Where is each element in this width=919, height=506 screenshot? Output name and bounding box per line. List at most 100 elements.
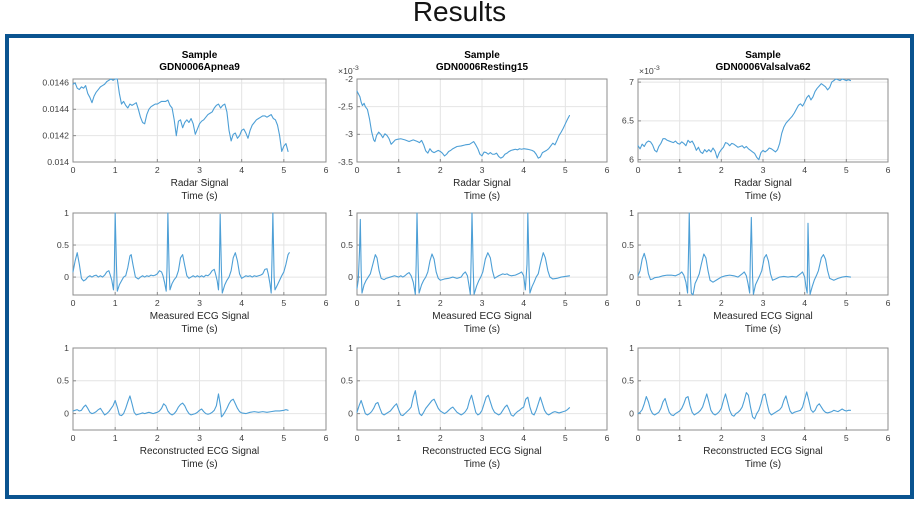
- y-tick-label: 0: [64, 272, 69, 282]
- y-tick-label: 0: [629, 272, 634, 282]
- x-tick-label: 5: [844, 165, 849, 175]
- chart-xlabel: Time (s): [745, 191, 781, 202]
- chart-xlabel: Time (s): [464, 191, 500, 202]
- signal-line: [72, 78, 289, 153]
- y-tick-label: -2.5: [338, 101, 353, 111]
- x-tick-label: 4: [239, 298, 244, 308]
- x-tick-label: 1: [396, 298, 401, 308]
- x-tick-label: 2: [155, 433, 160, 443]
- x-tick-label: 3: [761, 165, 766, 175]
- y-tick-label: 1: [629, 343, 634, 353]
- x-tick-label: 5: [563, 165, 568, 175]
- x-tick-label: 3: [197, 165, 202, 175]
- chart-xlabel: Measured ECG Signal: [713, 311, 813, 322]
- y-tick-label: 0: [64, 408, 69, 418]
- subplot-2: 0 1 2 3 4 5 6 -2 -2.5 -3 -3.5 ×10-3 SampleGDN0006Res…: [338, 50, 610, 202]
- x-tick-label: 0: [636, 298, 641, 308]
- x-tick-label: 5: [281, 298, 286, 308]
- signal-line: [637, 78, 852, 161]
- signal-line: [356, 390, 571, 417]
- chart-xlabel: Measured ECG Signal: [150, 311, 250, 322]
- y-tick-label: -2: [345, 74, 353, 84]
- x-tick-label: 6: [605, 165, 610, 175]
- x-tick-label: 0: [355, 433, 360, 443]
- chart-xlabel: Measured ECG Signal: [432, 311, 532, 322]
- x-tick-label: 1: [677, 298, 682, 308]
- x-tick-label: 3: [480, 433, 485, 443]
- x-tick-label: 1: [677, 165, 682, 175]
- subplot-4: 0 1 2 3 4 5 6 0 0.5 1 Measured ECG Signal Time (s): [57, 208, 329, 335]
- chart-xlabel: Time (s): [464, 324, 500, 335]
- x-tick-label: 4: [521, 165, 526, 175]
- y-tick-label: 7: [629, 77, 634, 87]
- x-tick-label: 1: [113, 433, 118, 443]
- y-tick-label: 0.014: [47, 157, 69, 167]
- chart-title: GDN0006Valsalva62: [715, 62, 811, 73]
- chart-xlabel: Radar Signal: [453, 178, 511, 189]
- x-tick-label: 5: [844, 298, 849, 308]
- x-tick-label: 6: [886, 165, 891, 175]
- chart-title: Sample: [745, 50, 781, 61]
- chart-xlabel: Radar Signal: [171, 178, 229, 189]
- x-tick-label: 2: [719, 165, 724, 175]
- y-tick-label: 0.5: [57, 240, 69, 250]
- x-tick-label: 5: [563, 433, 568, 443]
- y-tick-label: 6.5: [622, 116, 634, 126]
- chart-title: Sample: [182, 50, 218, 61]
- y-tick-label: -3: [345, 129, 353, 139]
- x-tick-label: 6: [324, 298, 329, 308]
- y-tick-label: 1: [64, 208, 69, 218]
- x-tick-label: 5: [281, 433, 286, 443]
- signal-line: [356, 90, 571, 159]
- x-tick-label: 4: [239, 165, 244, 175]
- x-tick-label: 2: [155, 298, 160, 308]
- x-tick-label: 1: [396, 433, 401, 443]
- x-tick-label: 0: [636, 433, 641, 443]
- signal-line: [72, 393, 289, 418]
- x-tick-label: 2: [438, 433, 443, 443]
- subplot-7: 0 1 2 3 4 5 6 0 0.5 1 Reconstructed ECG Signal Time…: [57, 343, 329, 470]
- x-tick-label: 6: [886, 433, 891, 443]
- x-tick-label: 0: [71, 165, 76, 175]
- chart-xlabel: Time (s): [745, 324, 781, 335]
- x-tick-label: 6: [605, 433, 610, 443]
- x-tick-label: 5: [563, 298, 568, 308]
- chart-title: GDN0006Apnea9: [159, 62, 240, 73]
- y-tick-label: 1: [64, 343, 69, 353]
- y-tick-label: 0.0146: [42, 78, 69, 88]
- subplot-1: 0 1 2 3 4 5 6 0.014 0.0142 0.0144 0.0146 SampleGDN0…: [42, 50, 328, 202]
- subplot-9: 0 1 2 3 4 5 6 0 0.5 1 Reconstructed ECG Signal Time…: [622, 343, 891, 470]
- x-tick-label: 3: [197, 433, 202, 443]
- chart-xlabel: Reconstructed ECG Signal: [140, 446, 260, 457]
- x-tick-label: 3: [480, 165, 485, 175]
- x-tick-label: 0: [355, 165, 360, 175]
- y-tick-label: 0.5: [341, 240, 353, 250]
- x-tick-label: 6: [886, 298, 891, 308]
- y-tick-label: 1: [348, 343, 353, 353]
- x-tick-label: 3: [197, 298, 202, 308]
- x-tick-label: 2: [155, 165, 160, 175]
- y-tick-label: 0.0144: [42, 104, 69, 114]
- x-tick-label: 3: [480, 298, 485, 308]
- subplot-3: 0 1 2 3 4 5 6 6 6.5 7 ×10-3 SampleGDN0006Valsalva62…: [622, 50, 891, 202]
- x-tick-label: 0: [71, 298, 76, 308]
- signal-line: [637, 391, 852, 420]
- subplot-8: 0 1 2 3 4 5 6 0 0.5 1 Reconstructed ECG Signal Time…: [341, 343, 610, 470]
- y-tick-label: 0.0142: [42, 130, 69, 140]
- x-tick-label: 4: [802, 433, 807, 443]
- subplot-6: 0 1 2 3 4 5 6 0 0.5 1 Measured ECG Signal Time (s): [622, 208, 891, 335]
- x-tick-label: 4: [521, 298, 526, 308]
- chart-xlabel: Time (s): [745, 459, 781, 470]
- y-tick-label: 0.5: [57, 376, 69, 386]
- chart-xlabel: Time (s): [181, 459, 217, 470]
- x-tick-label: 4: [802, 165, 807, 175]
- y-tick-label: 0.5: [341, 376, 353, 386]
- x-tick-label: 4: [802, 298, 807, 308]
- chart-title: Sample: [464, 50, 500, 61]
- x-tick-label: 2: [438, 165, 443, 175]
- x-tick-label: 3: [761, 298, 766, 308]
- y-tick-label: 1: [629, 208, 634, 218]
- x-tick-label: 2: [719, 298, 724, 308]
- y-tick-label: 0.5: [622, 240, 634, 250]
